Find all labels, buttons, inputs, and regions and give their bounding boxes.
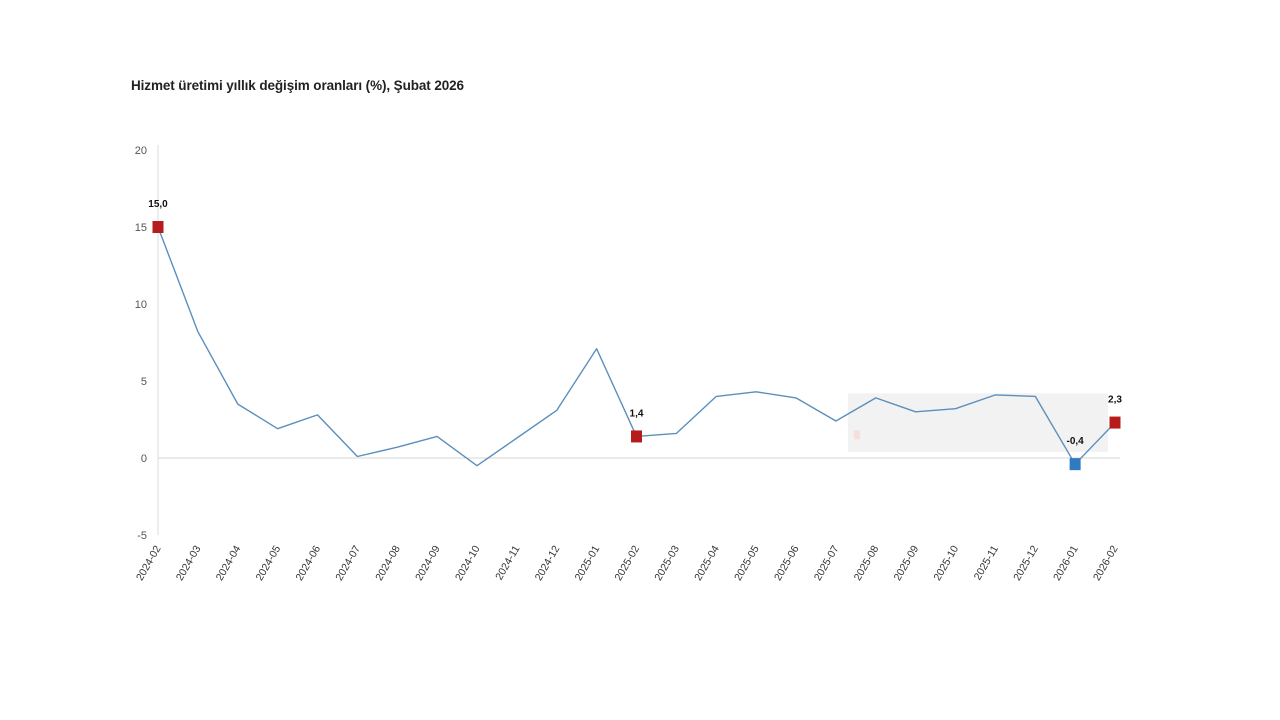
data-marker (152, 221, 164, 233)
x-tick-label: 2024-03 (174, 543, 204, 583)
x-tick-label: 2025-07 (812, 543, 842, 583)
x-tick-label: 2025-11 (972, 543, 1001, 582)
data-label: 15,0 (148, 199, 168, 210)
y-tick-label: 5 (141, 376, 147, 388)
data-label: -0,4 (1067, 436, 1085, 447)
x-tick-label: 2024-08 (373, 543, 403, 583)
x-tick-label: 2024-06 (293, 543, 323, 583)
data-labels: 15,0 1,4 -0,4 2,3 (148, 199, 1122, 447)
chart-title: Hizmet üretimi yıllık değişim oranları (… (131, 78, 464, 93)
x-tick-label: 2025-03 (652, 543, 682, 583)
x-tick-label: 2024-12 (533, 543, 563, 583)
x-axis: 2024-02 2024-03 2024-04 2024-05 2024-06 2024-… (134, 543, 1121, 583)
y-axis: 20 15 10 5 0 -5 (135, 145, 159, 542)
x-tick-label: 2025-06 (772, 543, 802, 583)
data-label: 1,4 (630, 408, 644, 419)
x-tick-label: 2025-04 (692, 543, 722, 583)
x-tick-label: 2025-01 (573, 543, 603, 583)
x-tick-label: 2025-02 (612, 543, 642, 583)
x-tick-label: 2024-07 (333, 543, 363, 583)
y-tick-label: 0 (141, 453, 147, 465)
x-tick-label: 2025-12 (1011, 543, 1041, 583)
y-tick-label: 20 (135, 145, 147, 157)
y-tick-label: 15 (135, 222, 147, 234)
x-tick-label: 2024-11 (493, 543, 522, 582)
data-marker (631, 430, 642, 443)
data-label: 2,3 (1108, 395, 1122, 406)
data-marker (1069, 458, 1081, 471)
x-tick-label: 2025-09 (892, 543, 922, 583)
y-tick-label: -5 (137, 530, 147, 542)
x-tick-label: 2026-02 (1091, 543, 1121, 583)
x-tick-label: 2024-05 (254, 543, 284, 583)
y-tick-label: 10 (135, 299, 147, 311)
x-tick-label: 2024-04 (214, 543, 244, 583)
x-tick-label: 2024-10 (453, 543, 483, 583)
x-tick-label: 2025-08 (852, 543, 882, 583)
x-tick-label: 2024-02 (134, 543, 164, 583)
markers (152, 221, 1121, 471)
highlight-band-marker (853, 430, 860, 440)
x-tick-label: 2026-01 (1051, 543, 1081, 583)
x-tick-label: 2025-05 (732, 543, 762, 583)
x-tick-label: 2025-10 (931, 543, 961, 583)
x-tick-label: 2024-09 (413, 543, 443, 583)
data-marker (1109, 416, 1121, 429)
